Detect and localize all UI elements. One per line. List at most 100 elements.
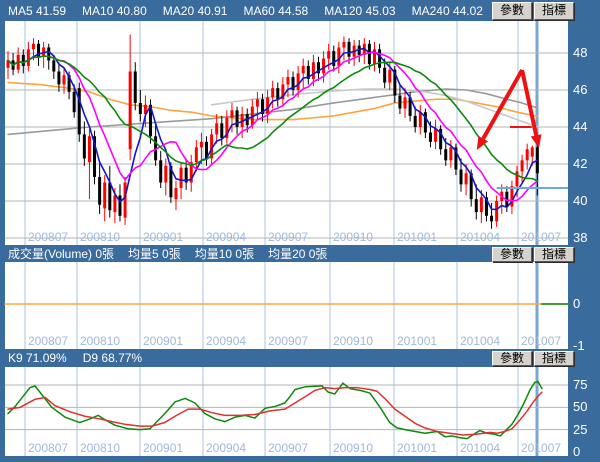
price-x-tick-label: 200904 — [206, 230, 247, 244]
candle — [301, 65, 305, 74]
candle — [469, 173, 473, 200]
volume-x-tick-label: 200910 — [333, 334, 374, 348]
price-y-tick-label: 38 — [573, 230, 588, 245]
price-plot-bg — [5, 21, 568, 245]
kd-params-button[interactable]: 參數 — [492, 351, 532, 366]
kd-x-tick-label: 201001 — [397, 441, 438, 455]
candle — [138, 102, 142, 115]
kd-x-tick-label: 200904 — [206, 441, 247, 455]
price-y-tick-label: 48 — [573, 45, 588, 60]
candle — [378, 49, 382, 68]
candle — [67, 75, 71, 92]
price-params-button[interactable]: 參數 — [492, 2, 532, 20]
candle — [281, 84, 285, 100]
price-y-tick-label: 42 — [573, 156, 588, 171]
candle — [21, 54, 25, 66]
candle — [403, 97, 407, 109]
candle — [423, 112, 427, 133]
volume-plot-area[interactable] — [5, 262, 568, 349]
candle — [276, 88, 280, 100]
ma-line-MA120 — [7, 88, 539, 136]
candle — [57, 71, 61, 85]
volume-value-label: 成交量(Volume) 0張 — [8, 247, 115, 261]
candle — [225, 117, 229, 139]
kd-y-tick-label: 75 — [573, 377, 588, 392]
candle — [87, 136, 91, 163]
kd-plot-bg — [5, 367, 568, 456]
candle — [169, 165, 173, 198]
kd-value-label: D9 68.77% — [82, 350, 143, 365]
candle — [128, 71, 132, 150]
candle — [459, 169, 463, 185]
price-ma-readout: MA5 41.59 MA10 40.80 MA20 40.91 MA60 44.58 M… — [0, 4, 483, 18]
candle — [174, 188, 178, 200]
candle — [37, 43, 41, 57]
ma-line-MA5 — [7, 47, 539, 211]
candle — [286, 77, 290, 85]
kd-readout: K9 71.09% D9 68.77% — [0, 351, 142, 365]
ma-value-label: MA120 45.03 — [324, 3, 396, 18]
price-x-tick-label: 201004 — [460, 230, 501, 244]
volume-x-tick-label: 200907 — [268, 334, 309, 348]
kd-plot-area[interactable] — [5, 367, 568, 456]
kd-indicators-button[interactable]: 指標 — [534, 351, 574, 366]
candle — [520, 160, 524, 172]
volume-y-tick-label: 0 — [573, 296, 581, 311]
candle — [220, 123, 224, 139]
volume-x-tick-label: 201001 — [397, 334, 438, 348]
candle — [428, 132, 432, 142]
candle — [98, 176, 102, 205]
candle — [255, 99, 259, 107]
volume-x-tick-label: 201004 — [460, 334, 501, 348]
candle — [337, 47, 341, 66]
price-x-tick-label: 200810 — [80, 230, 121, 244]
candle — [383, 67, 387, 83]
candle — [199, 141, 203, 148]
candle — [413, 115, 417, 127]
volume-x-tick-label: 200807 — [28, 334, 69, 348]
volume-value-label: 均量10 0張 — [194, 247, 255, 261]
candle — [77, 88, 81, 135]
price-indicators-button[interactable]: 指標 — [534, 2, 574, 20]
candle — [118, 195, 122, 216]
kd-x-tick-label: 200907 — [268, 441, 309, 455]
kd-y-tick-label: 50 — [573, 399, 588, 415]
candle — [322, 58, 326, 74]
red-arrow-annotation — [476, 135, 488, 150]
price-x-tick-label: 200910 — [333, 230, 374, 244]
candle — [296, 73, 300, 90]
candle — [205, 141, 209, 159]
candle — [347, 41, 351, 57]
candle — [159, 160, 163, 183]
candle — [47, 47, 51, 61]
price-x-tick-label: 200907 — [268, 230, 309, 244]
ma-line-MA20 — [7, 55, 539, 182]
volume-x-tick-label: 200901 — [143, 334, 184, 348]
candle — [388, 69, 392, 83]
candle — [235, 110, 239, 127]
volume-value-label: 均量20 0張 — [268, 247, 328, 261]
candle — [215, 123, 219, 135]
candle — [444, 149, 448, 161]
volume-params-button[interactable]: 參數 — [492, 247, 532, 262]
candle — [154, 136, 158, 161]
candle — [495, 201, 499, 222]
candle — [113, 195, 117, 213]
candle — [525, 149, 529, 161]
price-plot-area[interactable] — [5, 21, 568, 245]
candle — [311, 62, 315, 79]
candle — [82, 134, 86, 159]
candle — [434, 128, 438, 142]
price-x-tick-label: 201001 — [397, 230, 438, 244]
candle — [52, 60, 56, 72]
vol-plot-bg — [5, 262, 568, 349]
volume-indicators-button[interactable]: 指標 — [534, 247, 574, 262]
candle — [332, 51, 336, 66]
candle — [393, 69, 397, 96]
candle — [271, 88, 275, 98]
volume-readout: 成交量(Volume) 0張 均量5 0張 均量10 0張 均量20 0張 — [0, 245, 327, 262]
candle — [291, 77, 295, 90]
price-x-tick-label: 200901 — [143, 230, 184, 244]
candle — [408, 97, 412, 116]
candle — [474, 199, 478, 213]
